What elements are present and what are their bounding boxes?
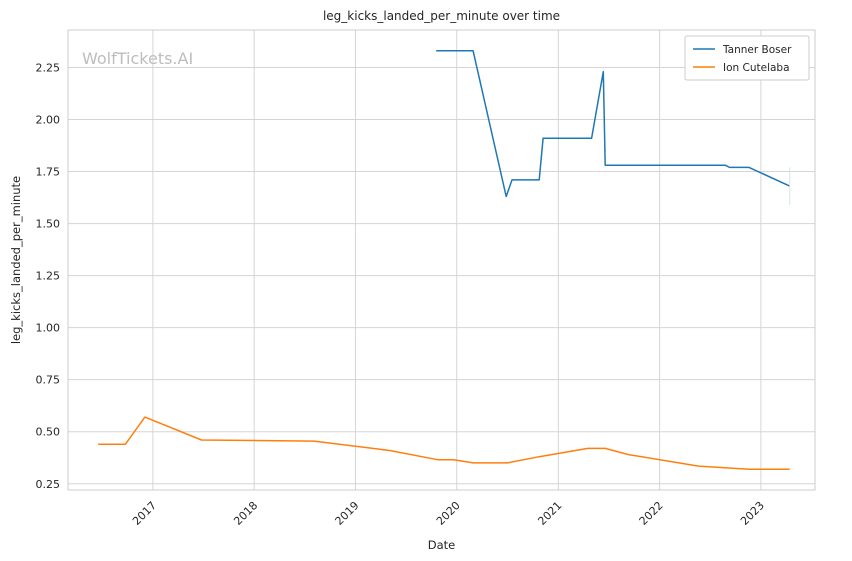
y-tick-label: 1.50 bbox=[36, 218, 61, 231]
y-tick-label: 0.25 bbox=[36, 478, 61, 491]
watermark-text: WolfTickets.AI bbox=[82, 49, 193, 68]
y-tick-label: 0.75 bbox=[36, 374, 61, 387]
legend-box bbox=[684, 35, 810, 81]
y-axis-label: leg_kicks_landed_per_minute bbox=[9, 176, 23, 344]
series-line-tanner-boser bbox=[436, 50, 791, 198]
y-tick-label: 1.75 bbox=[36, 166, 61, 179]
y-tick-label: 1.00 bbox=[36, 322, 61, 335]
legend-label: Ion Cutelaba bbox=[723, 62, 790, 74]
plot-frame bbox=[67, 29, 816, 491]
legend-label: Tanner Boser bbox=[722, 44, 792, 56]
y-axis: 0.25 0.50 0.75 1.00 1.25 1.50 1.75 2.00 2.25 bbox=[36, 61, 61, 490]
y-tick-label: 1.25 bbox=[36, 270, 61, 283]
grid-lines bbox=[68, 30, 815, 490]
series-lines bbox=[98, 50, 791, 470]
y-tick-label: 0.50 bbox=[36, 426, 61, 439]
chart-title: leg_kicks_landed_per_minute over time bbox=[323, 9, 560, 23]
y-tick-label: 2.25 bbox=[36, 61, 61, 74]
legend: Tanner Boser Ion Cutelaba bbox=[684, 35, 810, 81]
series-line-ion-cutelaba bbox=[98, 416, 790, 470]
plot-area bbox=[68, 30, 815, 490]
y-tick-label: 2.00 bbox=[36, 114, 61, 127]
x-axis-label: Date bbox=[428, 538, 456, 552]
